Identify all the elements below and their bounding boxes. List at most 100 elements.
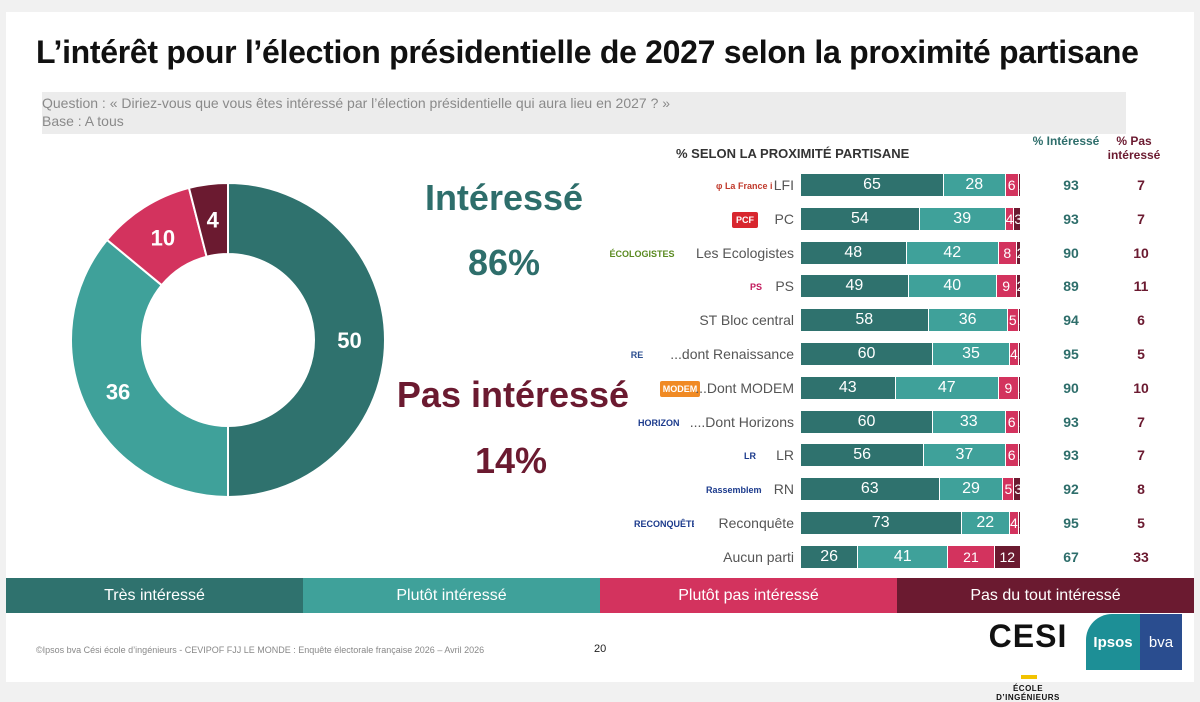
stacked-bar: 494092	[801, 275, 1021, 298]
donut-slice-label-3: 10	[151, 225, 175, 250]
party-name: ....Dont Horizons	[689, 413, 794, 430]
value-interesse: 89	[1063, 278, 1079, 295]
party-name: RN	[773, 481, 794, 498]
party-name: Reconquête	[718, 515, 794, 531]
bar-segment-1: 26	[801, 545, 859, 568]
value-pas-interesse: 7	[1137, 413, 1145, 430]
bar-row: HORIZONS ....Dont Horizons 603361 93 7	[566, 410, 1186, 437]
party-name: ST Bloc central	[699, 312, 794, 329]
donut-slice-label-1: 50	[337, 328, 361, 353]
base-text: Base : A tous	[42, 113, 124, 129]
bar-segment-4: 1	[1018, 444, 1021, 467]
stacked-bar: 583651	[801, 309, 1021, 332]
bar-row: RECONQUÊTE! Reconquête 732241 95 5	[566, 512, 1186, 538]
cesi-logo: CESI ÉCOLE D’INGÉNIEURS	[986, 618, 1070, 702]
bva-logo-word: bva	[1140, 614, 1182, 670]
bar-segment-4: 3	[1014, 478, 1021, 501]
bar-segment-3: 9	[998, 376, 1019, 399]
bar-segment-3: 5	[1007, 309, 1019, 332]
bar-segment-1: 58	[801, 309, 929, 332]
bar-segment-3: 8	[998, 241, 1017, 264]
party-name: ...Dont MODEM	[695, 379, 794, 396]
bar-row: φ La France insoumiseLFI 652861 93 7	[566, 174, 1186, 200]
bar-segment-4: 2	[1016, 241, 1021, 264]
bar-segment-4: 2	[1016, 275, 1021, 298]
stacked-bar: 603541	[801, 343, 1021, 365]
donut-slice-1	[227, 181, 386, 499]
value-interesse: 92	[1063, 481, 1079, 498]
bar-row: PCF PC 543943 93 7	[566, 207, 1186, 234]
value-interesse: 90	[1063, 244, 1079, 261]
ipsos-logo-word: Ipsos	[1086, 614, 1140, 670]
value-interesse: 93	[1063, 447, 1079, 464]
bar-segment-3: 6	[1005, 410, 1019, 433]
value-interesse: 95	[1063, 515, 1079, 531]
stacked-bar: 434791	[801, 376, 1021, 399]
party-name: Aucun parti	[723, 548, 794, 565]
page-title: L’intérêt pour l’élection présidentielle…	[36, 34, 1139, 70]
pcf-logo: PCF	[732, 211, 758, 228]
bar-segment-4: 1	[1018, 174, 1021, 196]
ecologistes-logo: ÉCOLOGISTES	[606, 245, 678, 262]
bar-segment-3: 4	[1010, 343, 1019, 365]
party-name: ...dont Renaissance	[670, 346, 794, 362]
bar-segment-3: 5	[1003, 478, 1015, 501]
cesi-logo-subtitle: ÉCOLE D’INGÉNIEURS	[996, 684, 1060, 702]
bar-row: RE ...dont Renaissance 603541 95 5	[566, 343, 1186, 369]
stacked-bar: 563761	[801, 444, 1021, 467]
ipsos-bva-logo: Ipsos bva	[1086, 614, 1182, 670]
interested-label: Intéressé	[424, 177, 584, 218]
value-interesse: 93	[1063, 413, 1079, 430]
breakdown-header: % SELON LA PROXIMITÉ PARTISANE	[676, 146, 910, 161]
not-interested-label: Pas intéressé	[396, 374, 630, 415]
party-name: PS	[775, 278, 794, 295]
value-interesse: 93	[1063, 210, 1079, 227]
interested-percent: 86%	[467, 242, 541, 283]
not-interested-percent: 14%	[474, 440, 548, 481]
value-pas-interesse: 7	[1137, 177, 1145, 193]
stacked-bar: 732241	[801, 512, 1021, 534]
stacked-bar: 484282	[801, 241, 1021, 264]
donut-slice-label-2: 36	[106, 380, 130, 405]
bar-row: Aucun parti 26 41 21 12 67 33	[566, 545, 1186, 572]
bar-segment-4: 1	[1018, 376, 1021, 399]
party-name: Les Ecologistes	[695, 244, 794, 261]
bar-row: Rassemblement National RN 632953 92 8	[566, 478, 1186, 504]
bar-segment-1: 65	[801, 174, 944, 196]
donut-chart: 50 36 10 4	[70, 181, 386, 499]
legend-item: Plutôt intéressé	[303, 578, 600, 613]
party-name: PC	[774, 210, 794, 227]
donut-slice-label-4: 4	[207, 207, 220, 232]
legend-item: Pas du tout intéressé	[897, 578, 1194, 613]
lfi-logo: φ La France insoumise	[716, 178, 772, 194]
bar-row: ÉCOLOGISTES Les Ecologistes 484282 90 10	[566, 241, 1186, 268]
bar-segment-1: 60	[801, 410, 933, 433]
legend: Très intéressé Plutôt intéressé Plutôt pas…	[6, 578, 1194, 613]
donut-slice-4	[187, 181, 229, 258]
horizons-logo: HORIZONS	[638, 414, 680, 431]
question-text: Question : « Diriez-vous que vous êtes i…	[42, 95, 671, 111]
cesi-logo-accent	[1021, 675, 1037, 679]
bar-segment-2: 37	[924, 444, 1006, 467]
bar-segment-3: 6	[1005, 444, 1019, 467]
value-pas-interesse: 5	[1137, 346, 1145, 362]
value-interesse: 93	[1063, 177, 1079, 193]
bar-segment-4: 1	[1018, 512, 1021, 534]
bar-segment-3: 9	[996, 275, 1017, 298]
bar-segment-2: 47	[895, 376, 999, 399]
cesi-logo-word: CESI	[988, 618, 1068, 654]
ps-logo: PS	[741, 279, 771, 296]
bar-segment-2: 35	[933, 343, 1010, 365]
stacked-bar: 652861	[801, 174, 1021, 196]
page-number: 20	[594, 643, 607, 655]
value-pas-interesse: 7	[1137, 210, 1145, 227]
bar-segment-4: 1	[1018, 410, 1021, 433]
bar-segment-2: 22	[961, 512, 1010, 534]
value-pas-interesse: 10	[1133, 244, 1149, 261]
value-pas-interesse: 10	[1133, 379, 1149, 396]
stacked-bar: 603361	[801, 410, 1021, 433]
bar-segment-1: 60	[801, 343, 933, 365]
bar-segment-2: 42	[906, 241, 999, 264]
bar-segment-3: 21	[948, 545, 995, 568]
